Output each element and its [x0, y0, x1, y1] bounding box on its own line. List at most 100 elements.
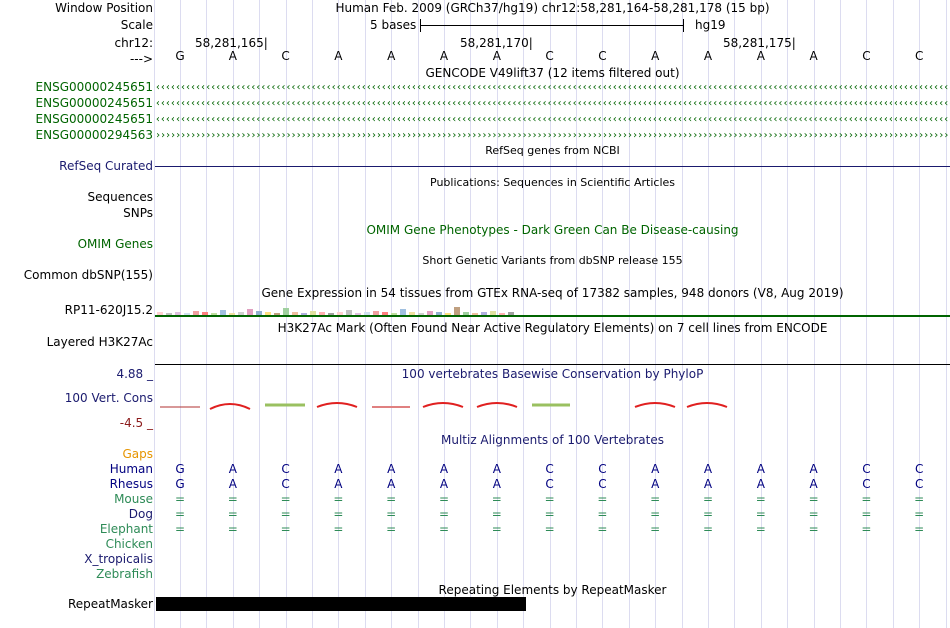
mouse-base-5: =	[386, 492, 397, 506]
label-sequences[interactable]: Sequences	[87, 190, 153, 204]
base-2: A	[228, 49, 237, 63]
label-repeatmasker[interactable]: RepeatMasker	[67, 597, 153, 611]
gtex-bar	[175, 312, 181, 315]
base-1: G	[175, 49, 185, 63]
rhesus-base-9: C	[598, 477, 607, 491]
label-mouse[interactable]: Mouse	[114, 492, 153, 506]
label-xtropicalis[interactable]: X_tropicalis	[84, 552, 153, 566]
label-zebrafish[interactable]: Zebrafish	[96, 567, 153, 581]
label-strand-arrow[interactable]: --->	[129, 52, 153, 66]
scale-text: 5 bases	[370, 18, 417, 32]
gene-track-2[interactable]: ‹‹‹‹‹‹‹‹‹‹‹‹‹‹‹‹‹‹‹‹‹‹‹‹‹‹‹‹‹‹‹‹‹‹‹‹‹‹‹‹…	[155, 98, 950, 109]
label-gaps[interactable]: Gaps	[122, 447, 153, 461]
dog-base-4: =	[333, 507, 344, 521]
rhesus-base-5: A	[387, 477, 396, 491]
human-base-14: C	[862, 462, 871, 476]
cons-wiggle[interactable]	[155, 395, 950, 415]
gtex-bar	[508, 312, 514, 315]
grid-line	[153, 0, 155, 628]
mouse-base-7: =	[491, 492, 502, 506]
rhesus-base-4: A	[334, 477, 343, 491]
rhesus-base-3: C	[281, 477, 290, 491]
gtex-bar	[481, 312, 487, 315]
label-gene-3[interactable]: ENSG00000245651	[35, 112, 153, 126]
label-chr: chr12:	[114, 36, 153, 50]
grid-line	[470, 0, 472, 628]
assembly-text: hg19	[695, 18, 726, 32]
mouse-base-15: =	[914, 492, 925, 506]
label-scale: Scale	[120, 18, 153, 32]
gtex-bar	[355, 313, 361, 315]
mouse-base-6: =	[438, 492, 450, 506]
base-6: A	[439, 49, 449, 63]
multiz-title: Multiz Alignments of 100 Vertebrates	[440, 433, 665, 447]
label-omim[interactable]: OMIM Genes	[77, 237, 153, 251]
label-gene-4[interactable]: ENSG00000294563	[35, 128, 153, 142]
label-elephant[interactable]: Elephant	[99, 522, 153, 536]
gtex-bar	[391, 313, 397, 315]
label-snps[interactable]: SNPs	[123, 206, 153, 220]
refseq-line[interactable]	[155, 166, 950, 167]
dog-base-6: =	[438, 507, 450, 521]
gtex-bar	[364, 312, 370, 315]
label-refseq[interactable]: RefSeq Curated	[59, 159, 153, 173]
label-human[interactable]: Human	[109, 462, 153, 476]
elephant-base-13: =	[808, 522, 819, 536]
gtex-bar	[382, 312, 388, 315]
rhesus-base-10: A	[651, 477, 660, 491]
grid-line	[496, 0, 498, 628]
gtex-bar	[166, 313, 172, 315]
label-dog[interactable]: Dog	[128, 507, 153, 521]
mouse-base-13: =	[808, 492, 819, 506]
gtex-bar	[301, 313, 307, 315]
base-11: A	[703, 49, 713, 63]
dog-base-10: =	[650, 507, 661, 521]
label-h3k27ac[interactable]: Layered H3K27Ac	[46, 335, 153, 349]
gtex-bar	[274, 313, 280, 315]
label-gene-2[interactable]: ENSG00000245651	[35, 96, 153, 110]
pubs-title: Publications: Sequences in Scientific Ar…	[430, 176, 675, 189]
base-12: A	[756, 49, 765, 63]
gtex-bar	[427, 311, 433, 315]
gene-track-1[interactable]: ‹‹‹‹‹‹‹‹‹‹‹‹‹‹‹‹‹‹‹‹‹‹‹‹‹‹‹‹‹‹‹‹‹‹‹‹‹‹‹‹…	[155, 82, 950, 93]
label-chicken[interactable]: Chicken	[105, 537, 153, 551]
gene-track-3[interactable]: ‹‹‹‹‹‹‹‹‹‹‹‹‹‹‹‹‹‹‹‹‹‹‹‹‹‹‹‹‹‹‹‹‹‹‹‹‹‹‹‹…	[155, 114, 950, 125]
dog-base-8: =	[544, 507, 555, 521]
gencode-title: GENCODE V49lift37 (12 items filtered out…	[425, 66, 680, 80]
mouse-base-12: =	[755, 492, 766, 506]
rmsk-title: Repeating Elements by RepeatMasker	[438, 583, 667, 597]
cons-wiggle-4	[316, 402, 358, 408]
gtex-bar	[409, 312, 415, 315]
rhesus-base-8: C	[545, 477, 554, 491]
grid-line	[681, 0, 683, 628]
grid-line	[628, 0, 630, 628]
label-dbsnp[interactable]: Common dbSNP(155)	[23, 268, 153, 282]
gtex-bar	[220, 310, 226, 315]
track-panel[interactable]: Human Feb. 2009 (GRCh37/hg19) chr12:58,2…	[153, 0, 950, 628]
label-gtex[interactable]: RP11-620J15.2	[64, 303, 153, 317]
human-base-9: C	[598, 462, 607, 476]
cons-title: 100 vertebrates Basewise Conservation by…	[401, 367, 704, 381]
label-window-position: Window Position	[55, 1, 153, 15]
grid-line	[787, 0, 789, 628]
gtex-bar	[346, 310, 352, 315]
coord-tick-1: 58,281,165|	[195, 36, 268, 50]
label-rhesus[interactable]: Rhesus	[109, 477, 153, 491]
mouse-base-11: =	[702, 492, 714, 506]
human-base-1: G	[175, 462, 185, 476]
repeatmasker-block[interactable]	[156, 597, 526, 611]
gene-track-4[interactable]: ››››››››››››››››››››››››››››››››››››››››…	[155, 130, 950, 141]
cons-wiggle-9	[634, 402, 676, 408]
rhesus-base-2: A	[228, 477, 237, 491]
rhesus-base-1: G	[175, 477, 185, 491]
base-13: A	[809, 49, 818, 63]
grid-line	[866, 0, 868, 628]
coord-tick-3: 58,281,175|	[723, 36, 796, 50]
label-cons[interactable]: 100 Vert. Cons	[64, 391, 153, 405]
elephant-base-7: =	[491, 522, 502, 536]
label-gene-1[interactable]: ENSG00000245651	[35, 80, 153, 94]
grid-line	[602, 0, 604, 628]
dog-base-11: =	[702, 507, 714, 521]
grid-line	[919, 0, 921, 628]
gtex-bar	[499, 313, 505, 315]
